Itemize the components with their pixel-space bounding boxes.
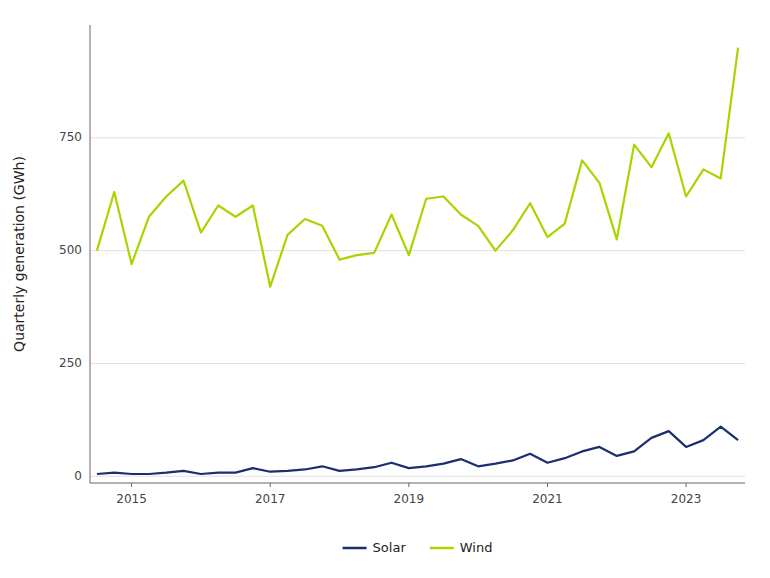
plot-area xyxy=(97,48,738,474)
x-tick xyxy=(547,483,548,487)
y-tick-label: 0 xyxy=(74,469,82,483)
legend-swatch xyxy=(430,547,454,550)
series-line xyxy=(97,427,738,474)
series-line xyxy=(97,48,738,287)
y-tick-label: 750 xyxy=(59,130,82,144)
x-tick xyxy=(131,483,132,487)
grid-line xyxy=(90,476,745,477)
y-axis-label: Quarterly generation (GWh) xyxy=(11,156,27,352)
legend: Solar Wind xyxy=(343,540,493,555)
x-tick xyxy=(408,483,409,487)
x-tick xyxy=(270,483,271,487)
grid-line xyxy=(90,363,745,364)
x-tick-label: 2021 xyxy=(532,492,563,506)
y-tick-label: 250 xyxy=(59,356,82,370)
legend-label: Solar xyxy=(373,540,407,555)
x-tick-label: 2019 xyxy=(394,492,425,506)
grid-line xyxy=(90,137,745,138)
x-tick xyxy=(686,483,687,487)
x-tick-label: 2015 xyxy=(116,492,147,506)
x-tick-label: 2017 xyxy=(255,492,286,506)
y-tick-label: 500 xyxy=(59,243,82,257)
x-axis xyxy=(90,483,745,484)
chart: 0 250 500 750 2015 2017 2019 2021 2023 Quarterly … xyxy=(0,0,770,578)
legend-swatch xyxy=(343,547,367,550)
y-axis xyxy=(90,25,91,483)
x-tick-label: 2023 xyxy=(671,492,702,506)
grid-line xyxy=(90,250,745,251)
legend-label: Wind xyxy=(460,540,493,555)
